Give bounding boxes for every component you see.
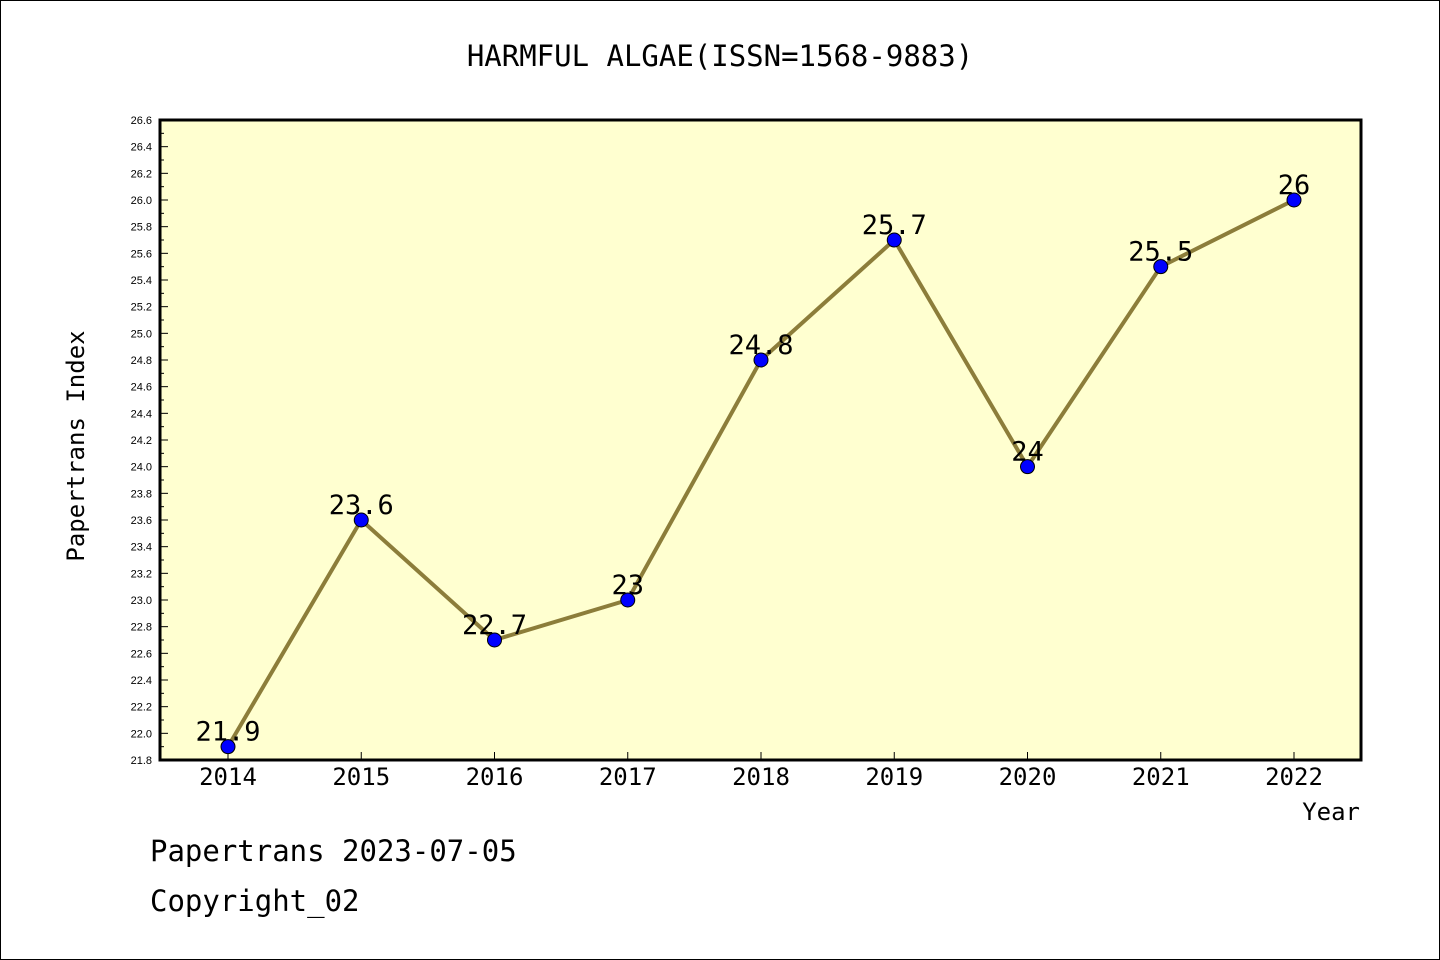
x-axis: 2014 2015 2016 2017 2018 2019 2020 2021 2022 — [199, 752, 1323, 791]
x-tick-label: 2021 — [1132, 763, 1190, 791]
y-tick-label: 26.2 — [131, 168, 152, 180]
data-point — [1286, 192, 1302, 208]
plot-area — [158, 118, 1363, 762]
data-labels: 21.9 23.6 22.7 23 24.8 25.7 24 25.5 26 — [195, 170, 1310, 748]
y-tick-label: 23.0 — [131, 595, 152, 607]
data-label: 25.5 — [1128, 237, 1193, 268]
x-tick-label: 2015 — [332, 763, 390, 791]
x-tick-label: 2020 — [999, 763, 1057, 791]
y-tick-label: 24.0 — [131, 462, 152, 474]
y-tick-label: 26.0 — [131, 195, 152, 207]
y-tick-label: 25.0 — [131, 328, 152, 340]
data-label: 24.8 — [728, 330, 793, 361]
footer-copyright-text: Copyright_02 — [150, 884, 360, 918]
y-tick-label: 25.2 — [131, 302, 152, 314]
y-tick-label: 22.4 — [131, 675, 152, 687]
x-axis-label: Year — [1302, 798, 1360, 826]
data-point — [220, 739, 236, 755]
x-tick-label: 2019 — [865, 763, 923, 791]
x-tick-label: 2018 — [732, 763, 790, 791]
y-tick-label: 25.8 — [131, 222, 152, 234]
y-tick-label: 21.8 — [131, 755, 152, 767]
y-tick-label: 24.6 — [131, 382, 152, 394]
chart-title: HARMFUL ALGAE(ISSN=1568-9883) — [467, 39, 973, 73]
data-label: 22.7 — [462, 610, 527, 641]
footer-date-text: Papertrans 2023-07-05 — [150, 834, 517, 868]
y-axis: 21.8 22.0 22.2 22.4 22.6 22.8 23.0 23.2 23.4 23.6… — [131, 115, 168, 767]
data-label: 23.6 — [329, 490, 394, 521]
series-layer — [220, 192, 1302, 755]
y-axis-label: Papertrans Index — [62, 330, 90, 561]
y-tick-label: 23.8 — [131, 488, 152, 500]
data-label: 26 — [1278, 170, 1311, 201]
data-label: 23 — [611, 570, 644, 601]
x-tick-label: 2016 — [466, 763, 524, 791]
data-label: 25.7 — [862, 210, 927, 241]
data-point — [487, 632, 502, 648]
data-point — [353, 512, 369, 528]
data-point — [886, 232, 902, 248]
y-tick-label: 23.4 — [131, 542, 152, 554]
y-tick-label: 22.2 — [131, 702, 152, 714]
data-point — [1153, 259, 1169, 275]
y-tick-label: 24.4 — [131, 408, 152, 420]
y-tick-label: 22.6 — [131, 648, 152, 660]
y-tick-label: 26.6 — [131, 115, 152, 127]
y-tick-label: 24.8 — [131, 355, 152, 367]
y-tick-label: 22.8 — [131, 622, 152, 634]
y-tick-label: 23.6 — [131, 515, 152, 527]
data-label: 24 — [1011, 437, 1044, 468]
data-label: 21.9 — [195, 717, 260, 748]
data-point — [620, 592, 636, 608]
x-tick-label: 2022 — [1265, 763, 1323, 791]
data-point — [753, 352, 769, 368]
y-tick-label: 26.4 — [131, 142, 152, 154]
y-tick-label: 24.2 — [131, 435, 152, 447]
x-tick-label: 2017 — [599, 763, 657, 791]
y-tick-label: 23.2 — [131, 568, 152, 580]
data-point — [1020, 459, 1035, 475]
y-tick-label: 25.4 — [131, 275, 152, 287]
y-tick-label: 22.0 — [131, 728, 152, 740]
y-tick-label: 25.6 — [131, 248, 152, 260]
x-tick-label: 2014 — [199, 763, 257, 791]
